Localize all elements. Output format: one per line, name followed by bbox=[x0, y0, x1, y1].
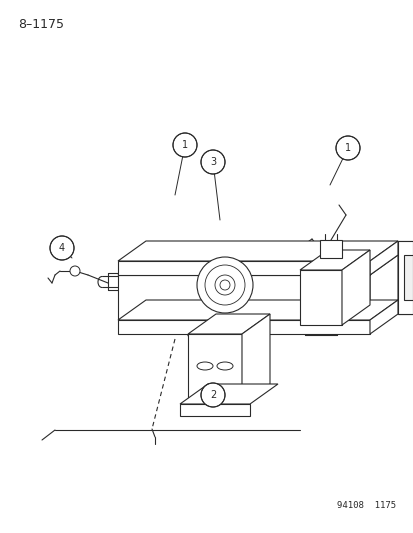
Polygon shape bbox=[118, 255, 397, 275]
Circle shape bbox=[173, 133, 197, 157]
Circle shape bbox=[50, 236, 74, 260]
Polygon shape bbox=[118, 261, 369, 275]
Circle shape bbox=[70, 266, 80, 276]
Polygon shape bbox=[403, 255, 412, 300]
Text: 94108  1175: 94108 1175 bbox=[336, 501, 395, 510]
Text: 1: 1 bbox=[344, 143, 350, 153]
Polygon shape bbox=[369, 300, 397, 334]
Circle shape bbox=[201, 150, 224, 174]
Polygon shape bbox=[341, 250, 369, 325]
Polygon shape bbox=[180, 404, 249, 416]
Polygon shape bbox=[180, 384, 277, 404]
Circle shape bbox=[204, 265, 244, 305]
Polygon shape bbox=[118, 241, 397, 261]
Polygon shape bbox=[188, 334, 242, 404]
Polygon shape bbox=[118, 320, 369, 334]
Polygon shape bbox=[242, 314, 269, 404]
Polygon shape bbox=[397, 241, 412, 314]
Polygon shape bbox=[299, 250, 369, 270]
Polygon shape bbox=[118, 300, 397, 320]
Polygon shape bbox=[118, 275, 369, 320]
Circle shape bbox=[335, 136, 359, 160]
Text: 2: 2 bbox=[209, 390, 216, 400]
Polygon shape bbox=[188, 314, 269, 334]
Polygon shape bbox=[319, 240, 341, 258]
Circle shape bbox=[201, 383, 224, 407]
Text: 8–1175: 8–1175 bbox=[18, 18, 64, 31]
Text: 1: 1 bbox=[181, 140, 188, 150]
Polygon shape bbox=[369, 255, 397, 320]
Polygon shape bbox=[299, 270, 341, 325]
Text: 4: 4 bbox=[59, 243, 65, 253]
Polygon shape bbox=[369, 241, 397, 275]
Circle shape bbox=[197, 257, 252, 313]
Text: 3: 3 bbox=[209, 157, 216, 167]
